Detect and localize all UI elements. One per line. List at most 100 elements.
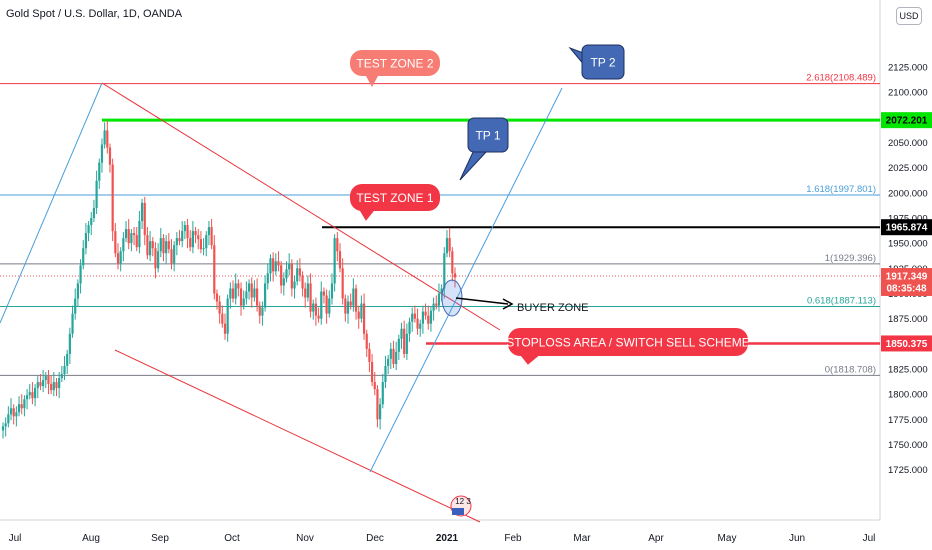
candle: [17, 396, 21, 417]
candle-body: [395, 351, 398, 364]
candle: [354, 284, 358, 320]
y-tick-label: 1775.000: [888, 415, 928, 426]
x-tick-label: Jul: [9, 533, 22, 544]
candle: [63, 355, 66, 381]
candle-body: [210, 227, 213, 246]
candle-body: [448, 238, 451, 252]
candle-body: [140, 202, 144, 222]
candle-body: [76, 283, 79, 299]
candle: [124, 221, 128, 243]
y-tick-label: 1875.000: [888, 314, 928, 325]
candle-body: [114, 231, 117, 254]
candle-body: [341, 268, 344, 299]
candle-body: [427, 315, 430, 324]
candle: [42, 370, 45, 393]
candle-body: [344, 298, 347, 314]
candle-body: [397, 338, 400, 352]
y-tick-label: 2000.000: [888, 188, 928, 199]
candle-body: [103, 130, 106, 145]
candle: [108, 143, 112, 173]
candle-body: [124, 229, 128, 239]
candle-body: [186, 225, 189, 239]
candle: [288, 253, 291, 276]
candle-body: [255, 288, 259, 306]
candle-body: [175, 238, 178, 246]
candle: [437, 283, 441, 312]
event-badge-label: 12 3: [455, 497, 471, 506]
candle-body: [392, 348, 395, 364]
candle: [293, 275, 296, 299]
candle: [389, 342, 392, 369]
candle-body: [419, 323, 422, 329]
candle: [229, 282, 232, 309]
candle-body: [312, 303, 315, 312]
candle: [320, 281, 323, 325]
candle: [98, 158, 101, 189]
currency-button[interactable]: USD: [896, 7, 922, 25]
candle: [140, 198, 144, 230]
candle: [419, 319, 422, 337]
candle-body: [328, 298, 331, 314]
callout-test-zone-2-label: TEST ZONE 2: [356, 57, 433, 71]
callout-tp-1: TP 1: [459, 117, 509, 181]
candle: [290, 259, 293, 297]
x-tick-label: Oct: [224, 533, 240, 544]
candle-body: [100, 144, 104, 163]
candle-body: [242, 298, 245, 306]
candle: [261, 301, 264, 326]
fib-level-label: 0(1818.708): [825, 364, 876, 375]
candle-body: [314, 303, 318, 316]
candle-body: [143, 202, 146, 236]
candle: [218, 295, 221, 324]
candle-body: [1, 426, 5, 431]
candle-body: [379, 404, 382, 420]
callout-tp-2-box: [581, 44, 625, 80]
candle: [71, 305, 74, 338]
x-tick-label: Jul: [863, 533, 876, 544]
candle: [25, 389, 29, 410]
candle-body: [234, 283, 237, 299]
candle-body: [320, 291, 323, 319]
candle-body: [202, 248, 205, 250]
candle-body: [82, 248, 85, 266]
candle: [87, 221, 90, 242]
candle-body: [264, 283, 267, 308]
candle-body: [221, 313, 224, 324]
candle-body: [23, 399, 26, 409]
candle-body: [33, 388, 37, 399]
candle-body: [290, 263, 293, 289]
candle: [12, 404, 15, 425]
candle-body: [253, 288, 256, 298]
x-tick-label: Dec: [366, 533, 384, 544]
candle-body: [365, 333, 368, 349]
candle-body: [122, 238, 125, 252]
candle: [282, 272, 285, 296]
candle: [207, 221, 211, 246]
candle: [47, 370, 50, 395]
candle-body: [79, 265, 82, 284]
candle: [205, 231, 208, 257]
candle: [451, 247, 454, 282]
candle: [191, 221, 194, 254]
candle-body: [106, 130, 109, 148]
candle-body: [429, 310, 433, 324]
candle-body: [31, 392, 34, 399]
candle: [100, 138, 104, 173]
callout-tp-1-tail: [459, 149, 490, 181]
candle-body: [15, 412, 18, 417]
candle: [266, 263, 269, 290]
candle-body: [132, 233, 136, 236]
candle-body: [373, 382, 376, 390]
x-tick-label: Aug: [82, 533, 100, 544]
y-tick-label: 1975.000: [888, 214, 928, 225]
candle-body: [173, 245, 176, 264]
x-tick-label: Feb: [504, 533, 522, 544]
candle-body: [199, 239, 203, 250]
callout-test-zone-2-box: [350, 50, 440, 76]
candle: [20, 394, 23, 415]
callout-test-zone-2: TEST ZONE 2: [350, 50, 440, 88]
candle-body: [58, 378, 61, 389]
candle: [36, 376, 39, 399]
candle-body: [245, 291, 248, 299]
